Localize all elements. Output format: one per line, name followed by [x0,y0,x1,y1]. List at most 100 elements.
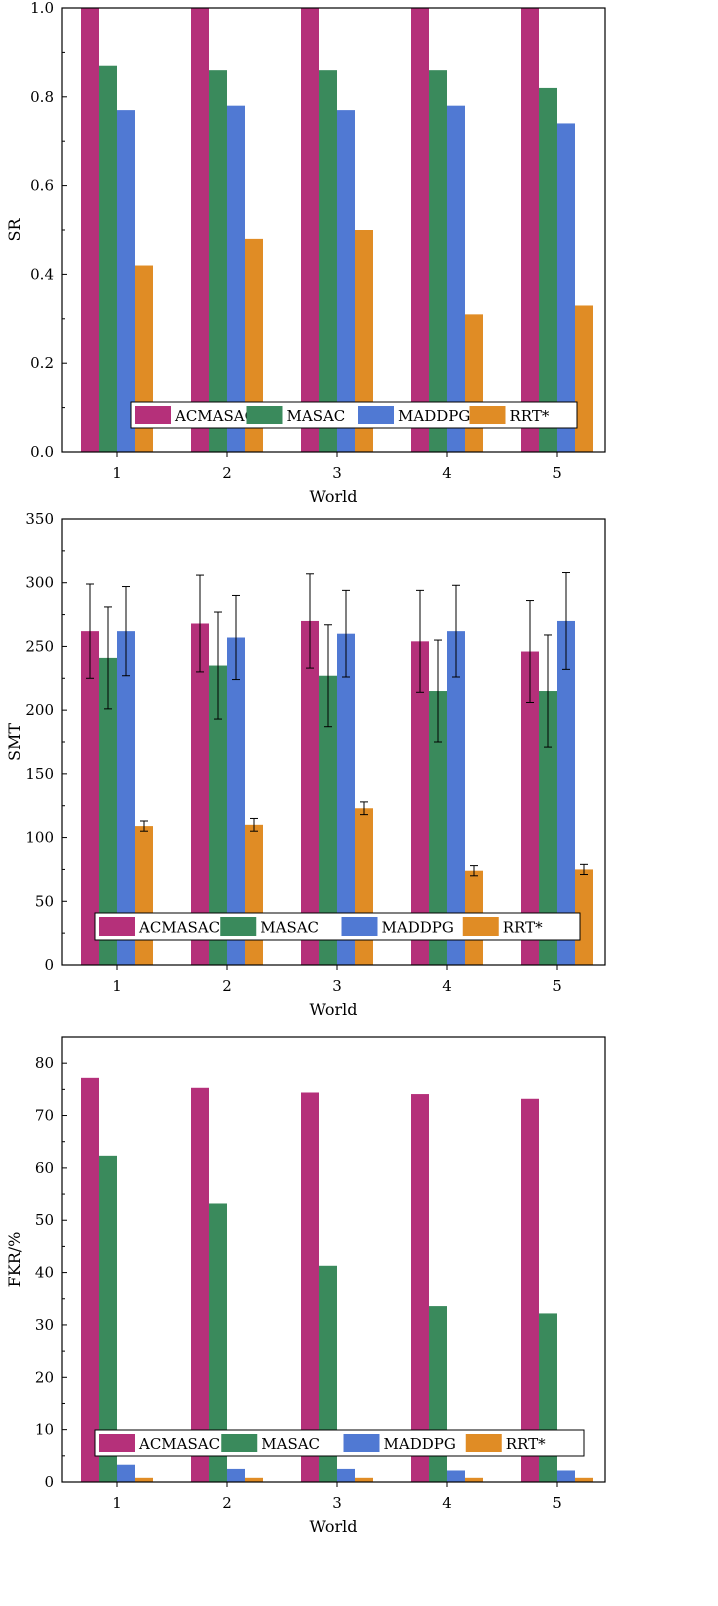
bar-rrtstar-world-2 [245,1477,263,1482]
bar-maddpg-world-5 [557,123,575,452]
bar-maddpg-world-4 [447,631,465,965]
legend-swatch-acmasac [99,917,135,936]
legend-label-rrtstar: RRT* [510,407,550,425]
legend-box [94,1429,585,1457]
legend-swatch-rrtstar [465,1434,502,1452]
bar-masac-world-2 [209,70,227,452]
bar-acmasac-world-5 [521,651,539,965]
error-bar-maddpg-world-5 [562,572,570,670]
chart-panel-2: 0 50 100 150 200 250 300 350 1 2 3 4 5 World SMT ACMASA… [5,510,606,1019]
x-tick-label: 5 [552,977,562,995]
bar-rrtstar-world-5 [575,869,593,965]
error-bar-masac-world-4 [434,639,442,743]
bar-maddpg-world-1 [117,631,135,965]
bar-rrtstar-world-1 [135,1477,153,1482]
error-bar-masac-world-3 [324,624,332,728]
error-bar-acmasac-world-1 [86,583,94,679]
bar-acmasac-world-1 [81,8,99,452]
bar-maddpg-world-3 [337,110,355,453]
bar-maddpg-world-1 [117,110,135,453]
error-bar-acmasac-world-2 [196,574,204,673]
legend-label-maddpg: MADDPG [382,919,454,937]
y-axis-label: SMT [5,723,24,761]
x-tick-label: 4 [442,1494,452,1512]
y-tick-label: 350 [25,510,54,528]
error-bar-acmasac-world-3 [306,573,314,669]
error-bar-masac-world-5 [544,634,552,748]
x-tick-label: 3 [332,977,342,995]
bar-masac-world-2 [209,665,227,965]
bar-acmasac-world-4 [411,641,429,965]
chart-panel-1: 0.0 0.2 0.4 0.6 0.8 1.0 1 2 3 4 5 World SR ACMASAC MAS… [5,0,606,506]
y-tick-label: 70 [35,1107,54,1125]
bar-masac-world-1 [99,657,117,965]
x-tick-label: 2 [222,464,232,482]
legend-label-rrtstar: RRT* [503,919,543,937]
bar-rrtstar-world-2 [245,238,263,452]
bar-acmasac-world-2 [191,623,209,965]
error-bar-rrtstar-world-5 [580,863,588,876]
bar-acmasac-world-5 [521,8,539,452]
x-tick-label: 1 [112,464,122,482]
y-tick-label: 40 [35,1264,54,1282]
bar-rrtstar-world-3 [355,1477,373,1482]
legend-label-maddpg: MADDPG [398,407,470,425]
bar-maddpg-world-3 [337,1468,355,1482]
legend-label-rrtstar: RRT* [506,1435,546,1453]
y-tick-label: 0 [44,956,54,974]
bar-maddpg-world-3 [337,633,355,965]
legend-label-masac: MASAC [260,919,319,937]
y-tick-label: 100 [25,829,54,847]
y-tick-label: 250 [25,637,54,655]
bar-masac-world-1 [99,1155,117,1482]
x-tick-label: 3 [332,1494,342,1512]
bar-acmasac-world-2 [191,8,209,452]
y-axis-label: FKR/% [5,1232,24,1288]
x-tick-label: 5 [552,1494,562,1512]
bar-acmasac-world-1 [81,1077,99,1482]
y-tick-label: 20 [35,1368,54,1386]
y-tick-label: 300 [25,574,54,592]
legend-swatch-rrtstar [469,406,506,424]
legend-swatch-maddpg [343,1434,380,1452]
bar-acmasac-world-4 [411,8,429,452]
x-tick-label: 4 [442,977,452,995]
bar-masac-world-3 [319,675,337,965]
bar-maddpg-world-2 [227,105,245,453]
y-tick-label: 50 [35,1211,54,1229]
bar-masac-world-3 [319,1265,337,1482]
bar-rrtstar-world-5 [575,305,593,452]
bar-masac-world-5 [539,691,557,965]
y-tick-label: 10 [35,1421,54,1439]
error-bar-rrtstar-world-4 [470,865,478,877]
bar-masac-world-1 [99,65,117,452]
error-bar-maddpg-world-3 [342,589,350,678]
y-tick-label: 80 [35,1054,54,1072]
x-tick-label: 1 [112,1494,122,1512]
y-tick-label: 30 [35,1316,54,1334]
plot-frame [61,1036,606,1483]
error-bar-masac-world-2 [214,611,222,720]
bar-rrtstar-world-3 [355,808,373,965]
y-tick-label: 0.2 [30,354,54,372]
bar-masac-world-4 [429,691,447,965]
chart-panel-3: 0 10 20 30 40 50 60 70 80 1 2 3 4 5 World FKR/% ACMASAC M… [5,1036,606,1536]
y-tick-label: 0.8 [30,88,54,106]
bar-masac-world-5 [539,1313,557,1482]
legend: ACMASAC MASAC MADDPG RRT* [130,401,578,429]
bar-maddpg-world-2 [227,637,245,965]
bar-rrtstar-world-4 [465,314,483,452]
legend: ACMASAC MASAC MADDPG RRT* [94,912,581,941]
x-tick-label: 3 [332,464,342,482]
x-tick-label: 4 [442,464,452,482]
error-bar-maddpg-world-4 [452,584,460,678]
bar-maddpg-world-5 [557,1470,575,1482]
bar-acmasac-world-3 [301,1092,319,1482]
bar-acmasac-world-3 [301,8,319,452]
bar-acmasac-world-3 [301,620,319,965]
legend-swatch-maddpg [358,406,394,424]
y-tick-label: 0.0 [30,443,54,461]
legend-box [94,912,581,941]
error-bar-rrtstar-world-3 [360,801,368,816]
